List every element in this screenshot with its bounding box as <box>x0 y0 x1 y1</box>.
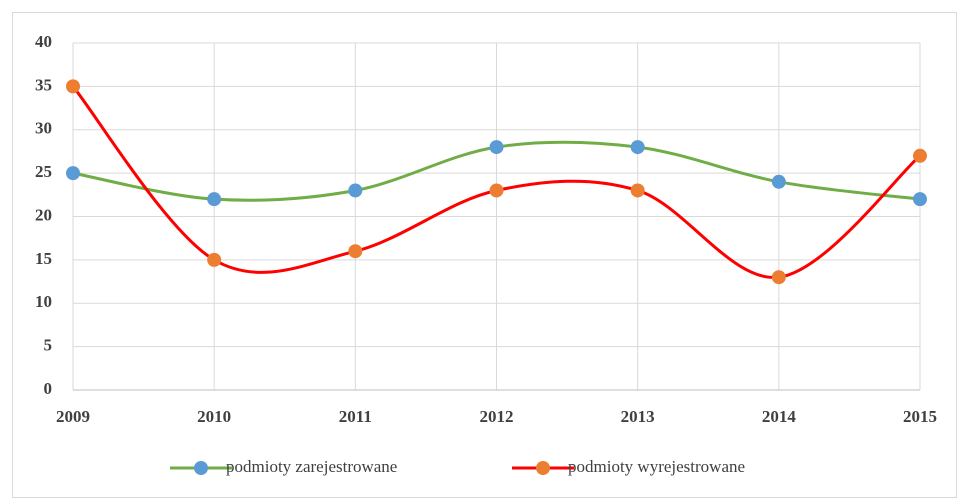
x-tick-label: 2011 <box>339 407 372 426</box>
legend-marker <box>536 461 550 475</box>
data-point <box>630 140 645 155</box>
data-point <box>66 79 80 94</box>
data-point <box>771 174 786 189</box>
x-tick-label: 2010 <box>197 407 231 426</box>
data-point <box>489 183 504 198</box>
y-tick-label: 15 <box>35 249 52 268</box>
y-tick-label: 25 <box>35 162 52 181</box>
x-tick-label: 2013 <box>621 407 655 426</box>
y-tick-label: 20 <box>35 205 52 224</box>
data-point <box>913 148 927 163</box>
legend-marker <box>194 461 208 475</box>
legend-label: podmioty wyrejestrowane <box>568 457 745 476</box>
y-tick-label: 35 <box>35 75 52 94</box>
chart-frame <box>12 12 957 498</box>
data-point <box>913 192 927 207</box>
y-tick-label: 30 <box>35 119 52 138</box>
y-tick-label: 0 <box>44 379 53 398</box>
data-point <box>630 183 645 198</box>
y-tick-label: 5 <box>44 336 53 355</box>
x-tick-label: 2012 <box>480 407 514 426</box>
data-point <box>771 270 786 285</box>
data-point <box>207 192 222 207</box>
y-tick-label: 40 <box>35 32 52 51</box>
x-tick-label: 2014 <box>762 407 797 426</box>
data-point <box>348 183 363 198</box>
legend-label: podmioty zarejestrowane <box>226 457 397 476</box>
y-tick-label: 10 <box>35 292 52 311</box>
data-point <box>489 140 504 155</box>
x-tick-label: 2009 <box>56 407 90 426</box>
data-point <box>66 166 80 181</box>
data-point <box>207 252 222 267</box>
x-tick-label: 2015 <box>903 407 937 426</box>
data-point <box>348 244 363 259</box>
